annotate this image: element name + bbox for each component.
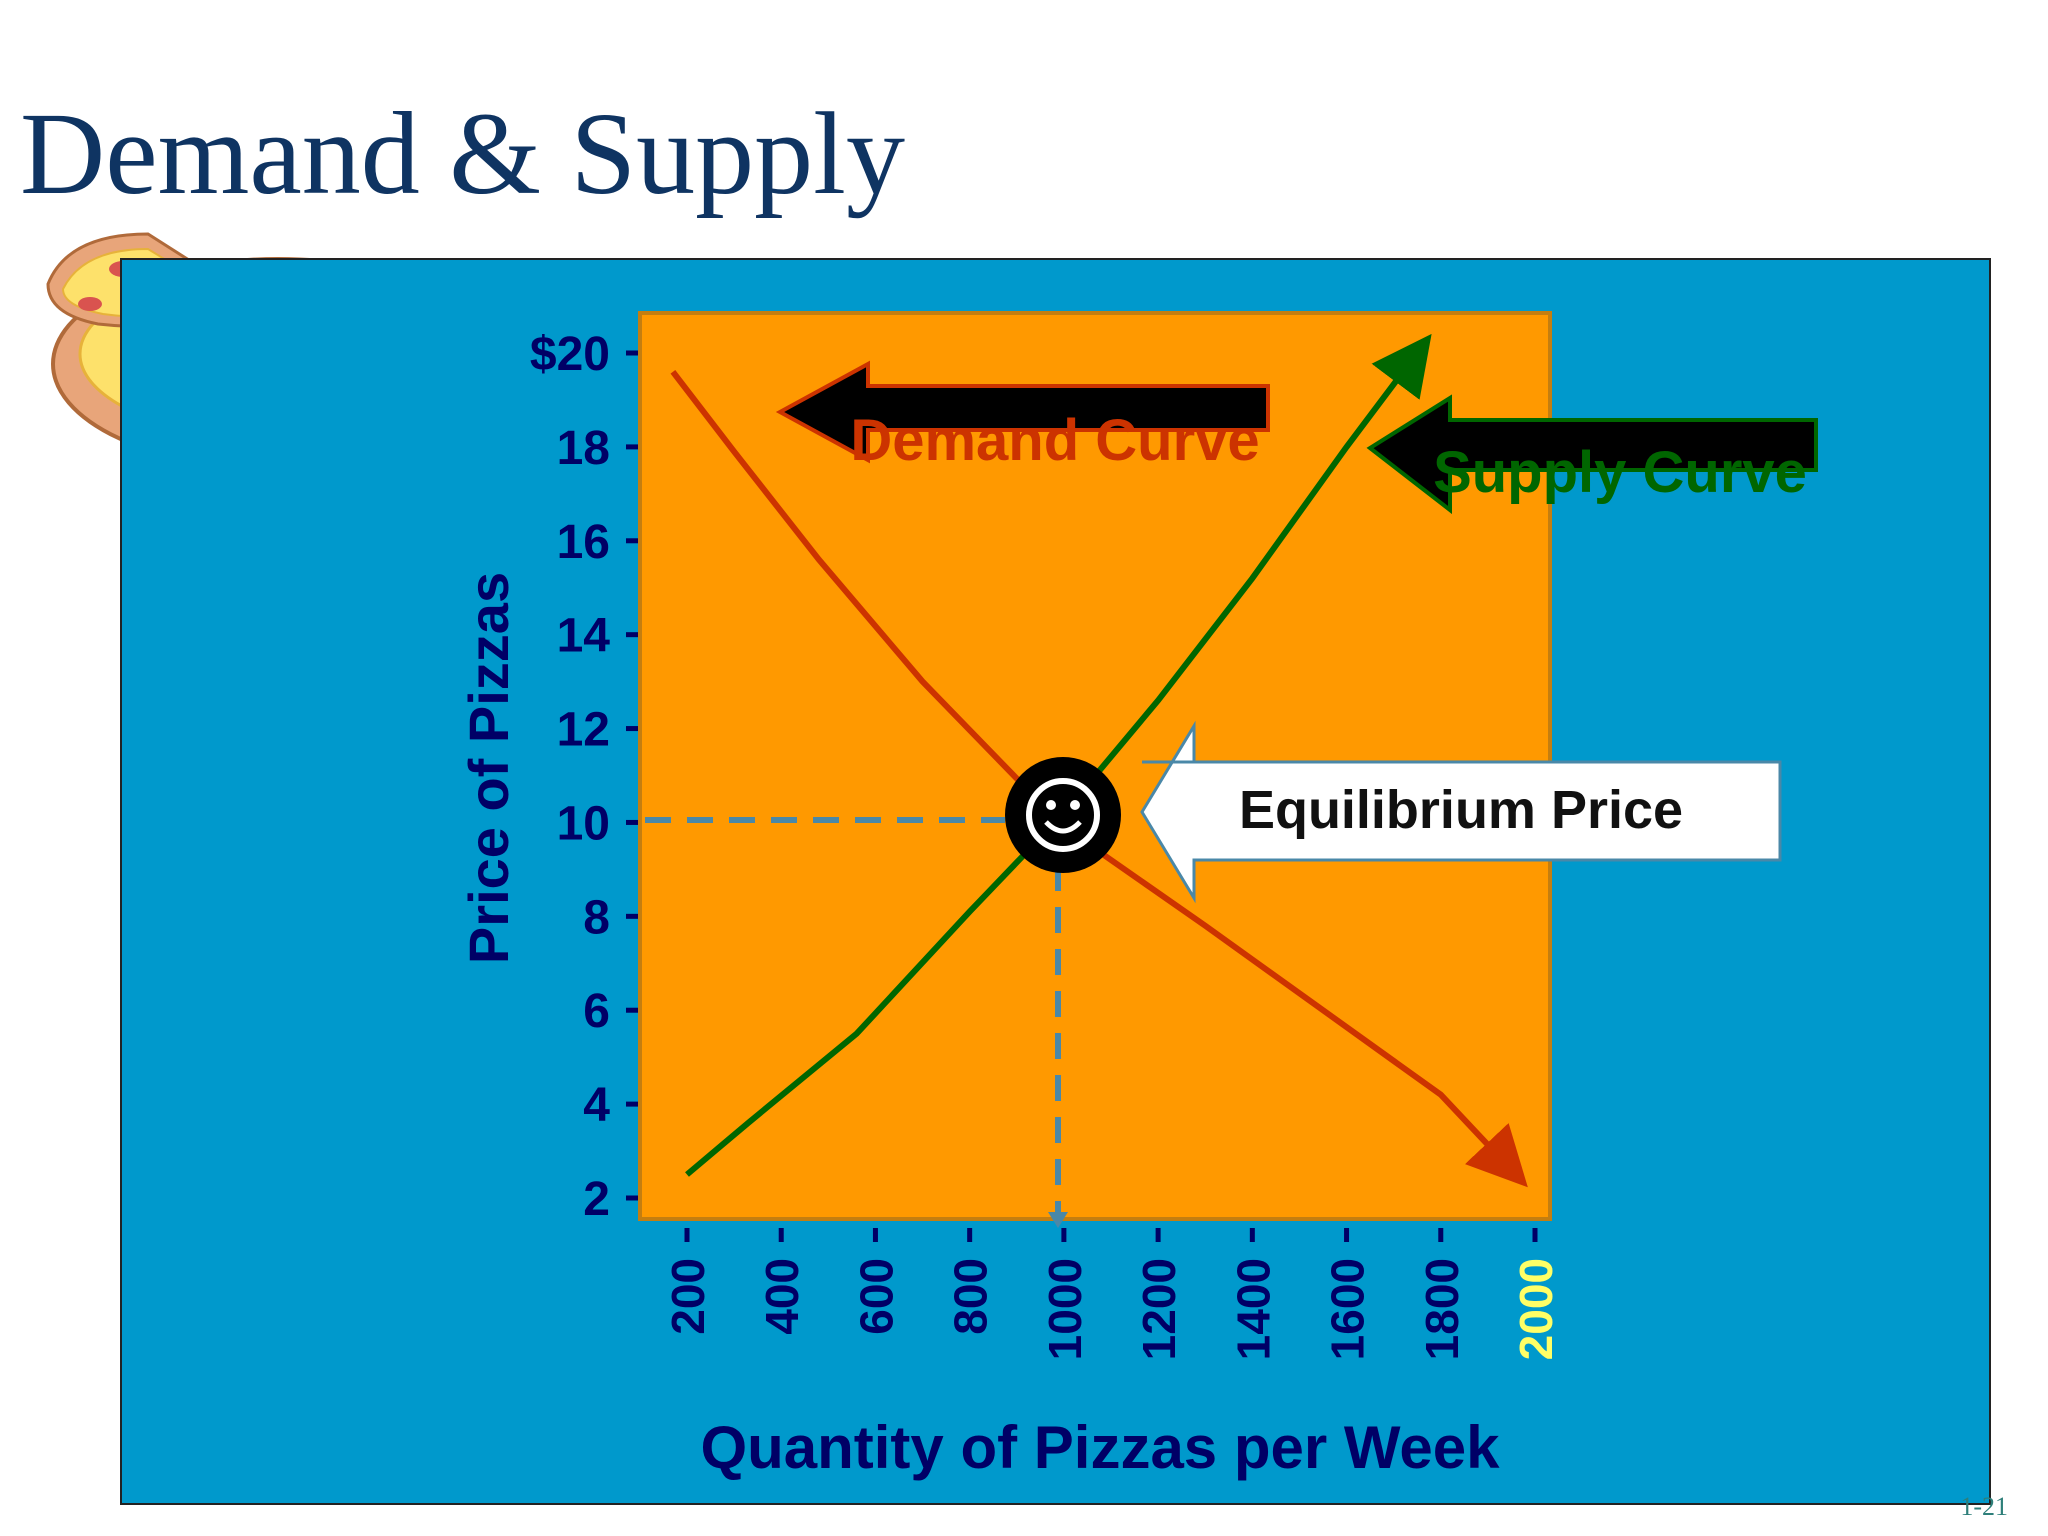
equilibrium-callout-shape	[1140, 720, 1782, 904]
x-tick-label: 1000	[1039, 1258, 1091, 1360]
y-tick-label: 8	[583, 891, 610, 944]
slide-number: 1-21	[1960, 1492, 2008, 1521]
x-tick-label: 2000	[1510, 1258, 1562, 1360]
y-tick-label: $20	[530, 328, 610, 381]
x-tick-label: 200	[662, 1258, 714, 1335]
x-tick-label: 400	[756, 1258, 808, 1335]
y-tick-label: 16	[557, 516, 610, 569]
demand-arrow-shape	[775, 360, 1270, 464]
y-tick-label: 2	[583, 1173, 610, 1226]
y-axis-title: Price of Pizzas	[457, 572, 520, 964]
x-tick-label: 1600	[1322, 1258, 1374, 1360]
supply-arrow-shape	[1366, 394, 1818, 515]
y-tick-label: 18	[557, 422, 610, 475]
x-tick-label: 600	[850, 1258, 902, 1335]
guide-arrow-head	[1048, 1212, 1068, 1228]
x-axis-ticks: 200 400 600 800 1000 1200 1400 1600 1800 2000	[662, 1228, 1562, 1360]
legend-demand-label: Demand Curve	[850, 408, 1259, 473]
y-tick-label: 12	[557, 704, 610, 757]
x-axis-title: Quantity of Pizzas per Week	[700, 1414, 1500, 1481]
x-tick-label: 1200	[1133, 1258, 1185, 1360]
slide-title: Demand & Supply	[20, 88, 905, 219]
y-tick-label: 14	[557, 610, 611, 663]
y-axis-ticks: 2 4 6 8 10 12 14 16 18 $20	[530, 328, 638, 1226]
legend-supply-label: Supply Curve	[1433, 440, 1807, 505]
equilibrium-smiley-icon	[1005, 757, 1121, 873]
y-tick-label: 10	[557, 797, 610, 850]
y-tick-label: 4	[583, 1079, 610, 1132]
x-tick-label: 800	[945, 1258, 997, 1335]
equilibrium-price-label: Equilibrium Price	[1238, 780, 1684, 840]
x-tick-label: 1800	[1416, 1258, 1468, 1360]
y-tick-label: 6	[583, 985, 610, 1038]
x-tick-label: 1400	[1227, 1258, 1279, 1360]
